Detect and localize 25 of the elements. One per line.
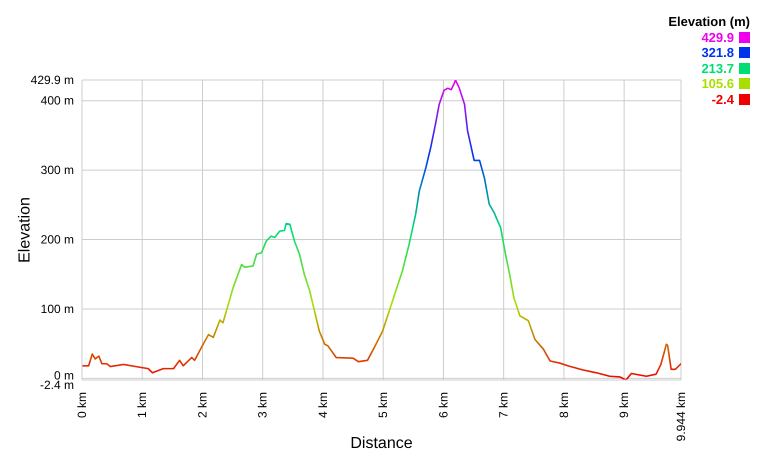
- x-tick-label: 8 km: [556, 392, 571, 418]
- x-tick-label: 0 km: [75, 392, 89, 418]
- y-tick-label: 100 m: [40, 302, 74, 316]
- x-tick-label: 9.944 km: [674, 392, 688, 442]
- y-axis-title: Elevation: [16, 197, 34, 263]
- color-bar-label: 429.9: [701, 30, 734, 45]
- x-tick-label: 6 km: [436, 392, 450, 418]
- y-tick-label: 300 m: [40, 163, 74, 178]
- y-tick-label: 429.9 m: [30, 73, 74, 87]
- color-bar-label: -2.4: [712, 92, 734, 107]
- x-tick-label: 2 km: [195, 392, 210, 418]
- color-bar-label: 321.8: [701, 45, 734, 60]
- line-series: [82, 80, 681, 380]
- y-tick-label: 200 m: [40, 232, 74, 247]
- x-tick-label: 9 km: [617, 392, 632, 418]
- x-axis-title: Distance: [350, 435, 413, 452]
- y-tick-label: 400 m: [40, 94, 74, 108]
- color-bar-label: 105.6: [701, 76, 734, 92]
- x-tick-label: 4 km: [316, 392, 330, 418]
- color-bar-title: Elevation (m): [668, 14, 750, 30]
- x-tick-label: 5 km: [376, 392, 390, 418]
- color-bar-label: 213.7: [701, 60, 734, 76]
- x-tick-label: 1 km: [135, 392, 150, 418]
- x-tick-label: 3 km: [256, 392, 270, 418]
- x-tick-label: 7 km: [496, 392, 511, 418]
